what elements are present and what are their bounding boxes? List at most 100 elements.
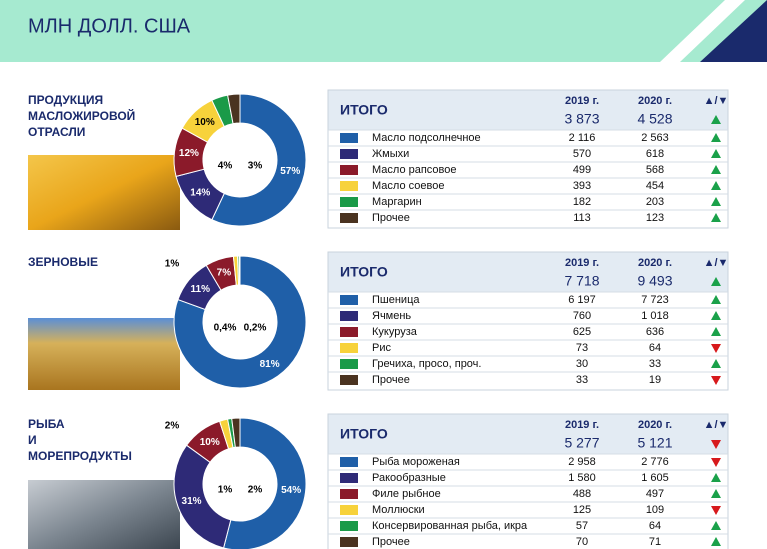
- row-2020: 109: [646, 504, 664, 516]
- row-2019: 1 580: [568, 472, 596, 484]
- row-2020: 203: [646, 196, 664, 208]
- row-2019: 57: [576, 520, 588, 532]
- trend-up: [711, 213, 721, 222]
- trend-down: [711, 440, 721, 449]
- photo-fish: [28, 480, 180, 549]
- donut-label: 54%: [281, 485, 301, 496]
- row-2020: 2 563: [641, 132, 669, 144]
- row-2019: 570: [573, 148, 591, 160]
- trend-down: [711, 458, 721, 467]
- trend-down: [711, 344, 721, 353]
- total-2020: 4 528: [637, 111, 672, 127]
- trend-up: [711, 537, 721, 546]
- row-name: Масло подсолнечное: [372, 132, 481, 144]
- table-frame: [327, 413, 729, 549]
- donut-slice: [227, 93, 241, 125]
- row-2020: 568: [646, 164, 664, 176]
- row-swatch: [340, 197, 358, 207]
- section-title: ЗЕРНОВЫЕ: [28, 255, 98, 269]
- table-frame: [327, 89, 729, 229]
- donut-label: 57%: [280, 166, 300, 177]
- donut-label: 12%: [179, 148, 199, 159]
- trend-header: ▲/▼: [704, 95, 729, 107]
- trend-up: [711, 181, 721, 190]
- row-name: Рис: [372, 342, 391, 354]
- table-header-bg: [328, 252, 728, 292]
- row-2019: 70: [576, 536, 588, 548]
- donut-label: 2%: [165, 421, 180, 432]
- header-corner: [700, 0, 767, 62]
- row-swatch: [340, 359, 358, 369]
- table-header-bg: [328, 414, 728, 454]
- row-name: Ракообразные: [372, 472, 446, 484]
- row-2020: 636: [646, 326, 664, 338]
- row-2020: 618: [646, 148, 664, 160]
- donut-slice: [173, 255, 307, 389]
- trend-up: [711, 115, 721, 124]
- col-2020: 2020 г.: [638, 257, 672, 269]
- trend-up: [711, 311, 721, 320]
- table-header-bg: [328, 90, 728, 130]
- row-2019: 625: [573, 326, 591, 338]
- donut-slice: [211, 93, 307, 227]
- row-name: Жмыхи: [372, 148, 409, 160]
- row-2020: 2 776: [641, 456, 669, 468]
- row-name: Кукуруза: [372, 326, 418, 338]
- header-band: [0, 0, 767, 62]
- row-swatch: [340, 149, 358, 159]
- photo-oil: [28, 155, 180, 230]
- donut-slice: [222, 417, 307, 549]
- donut-label: 2%: [248, 485, 263, 496]
- donut-label: 81%: [260, 359, 280, 370]
- header-stripe: [660, 0, 745, 62]
- row-swatch: [340, 521, 358, 531]
- row-swatch: [340, 505, 358, 515]
- row-swatch: [340, 181, 358, 191]
- trend-up: [711, 197, 721, 206]
- donut-label: 7%: [217, 268, 232, 279]
- row-2020: 64: [649, 342, 661, 354]
- row-swatch: [340, 489, 358, 499]
- donut-slice: [231, 417, 241, 448]
- row-2019: 113: [573, 212, 591, 224]
- row-swatch: [340, 133, 358, 143]
- row-2019: 125: [573, 504, 591, 516]
- row-2019: 33: [576, 374, 588, 386]
- donut-slice: [238, 255, 241, 286]
- row-2020: 123: [646, 212, 664, 224]
- row-2020: 7 723: [641, 294, 669, 306]
- donut-label: 14%: [190, 187, 210, 198]
- row-2019: 6 197: [568, 294, 596, 306]
- donut-label: 10%: [195, 117, 215, 128]
- trend-up: [711, 521, 721, 530]
- trend-up: [711, 149, 721, 158]
- row-2020: 454: [646, 180, 664, 192]
- col-2020: 2020 г.: [638, 419, 672, 431]
- row-2019: 2 958: [568, 456, 596, 468]
- total-label: ИТОГО: [340, 426, 388, 442]
- row-name: Филе рыбное: [372, 488, 441, 500]
- row-name: Гречиха, просо, проч.: [372, 358, 481, 370]
- donut-label: 3%: [248, 161, 263, 172]
- row-2020: 64: [649, 520, 661, 532]
- donut-label: 0,4%: [214, 323, 237, 334]
- row-swatch: [340, 165, 358, 175]
- trend-up: [711, 473, 721, 482]
- trend-header: ▲/▼: [704, 419, 729, 431]
- trend-up: [711, 295, 721, 304]
- row-2019: 499: [573, 164, 591, 176]
- donut-label: 31%: [182, 496, 202, 507]
- row-swatch: [340, 311, 358, 321]
- row-name: Прочее: [372, 536, 410, 548]
- donut-label: 1%: [165, 259, 180, 270]
- donut-label: 11%: [191, 284, 211, 295]
- row-name: Пшеница: [372, 294, 420, 306]
- section-title: ПРОДУКЦИЯ МАСЛОЖИРОВОЙ ОТРАСЛИ: [28, 93, 135, 139]
- row-2019: 760: [573, 310, 591, 322]
- trend-header: ▲/▼: [704, 257, 729, 269]
- total-label: ИТОГО: [340, 102, 388, 118]
- row-name: Рыба мороженая: [372, 456, 460, 468]
- row-name: Моллюски: [372, 504, 425, 516]
- row-swatch: [340, 343, 358, 353]
- col-2019: 2019 г.: [565, 257, 599, 269]
